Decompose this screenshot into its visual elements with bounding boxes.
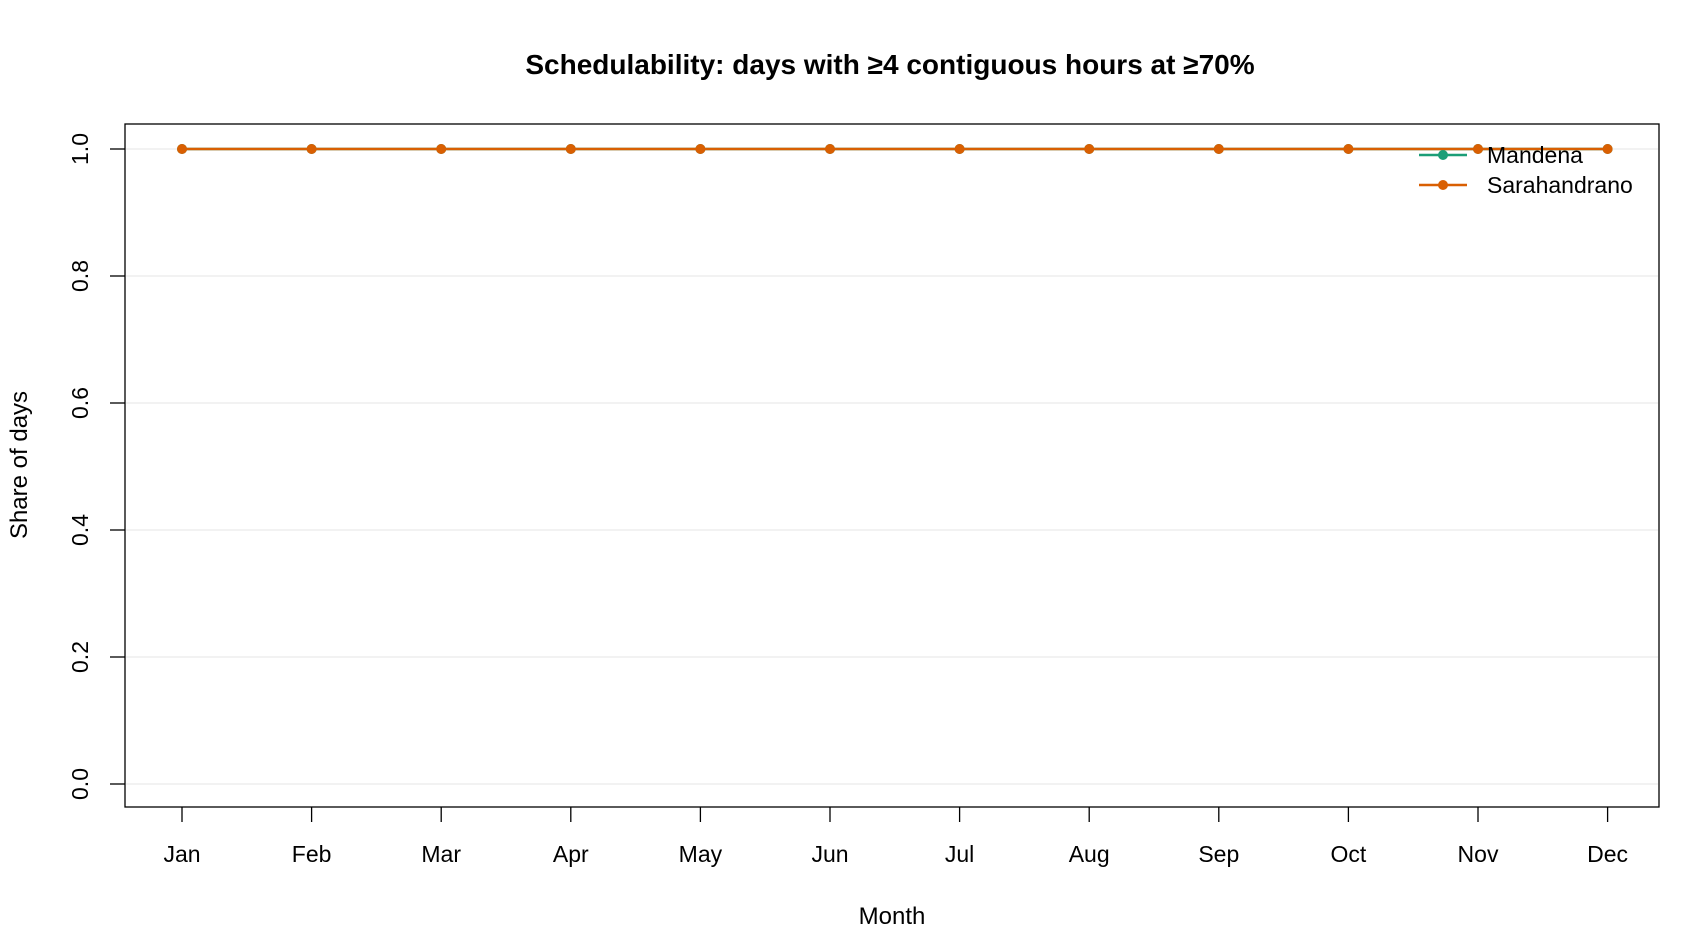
data-point	[954, 144, 965, 154]
x-tick-label: Feb	[292, 841, 332, 867]
y-tick-label: 0.8	[67, 260, 93, 292]
y-tick-label: 1.0	[67, 133, 93, 165]
y-axis: 0.0 0.2 0.4 0.6 0.8 1.0	[67, 133, 125, 800]
legend-swatch-point	[1438, 180, 1448, 190]
data-point	[1343, 144, 1354, 154]
x-tick-label: Mar	[421, 841, 461, 867]
grid-lines	[126, 148, 1658, 785]
legend: Mandena Sarahandrano	[1419, 142, 1633, 198]
data-point	[825, 144, 835, 154]
y-tick-label: 0.2	[67, 641, 93, 673]
legend-label: Sarahandrano	[1487, 172, 1633, 198]
data-point	[565, 144, 576, 154]
x-tick-label: Jan	[163, 841, 200, 867]
chart-title: Schedulability: days with ≥4 contiguous …	[525, 49, 1254, 80]
x-axis: Jan Feb Mar Apr May Jun Jul Aug Sep Oct Nov Dec	[163, 807, 1628, 867]
series-group	[177, 144, 1613, 154]
data-point	[436, 144, 447, 154]
x-tick-label: Apr	[553, 841, 589, 867]
data-point	[1602, 144, 1613, 154]
legend-label: Mandena	[1487, 142, 1583, 168]
plot-frame	[124, 123, 1660, 808]
x-axis-label: Month	[859, 903, 926, 930]
x-tick-label: Dec	[1587, 841, 1628, 867]
x-tick-label: Sep	[1198, 841, 1239, 867]
y-tick-label: 0.4	[67, 514, 93, 546]
y-tick-label: 0.0	[67, 768, 93, 800]
data-point	[1084, 144, 1095, 154]
y-axis-label: Share of days	[6, 391, 33, 539]
data-point	[695, 144, 706, 154]
y-tick-label: 0.6	[67, 387, 93, 419]
x-tick-label: Jul	[945, 841, 974, 867]
x-tick-label: Oct	[1331, 841, 1367, 867]
x-tick-label: May	[679, 841, 723, 867]
data-point	[1213, 144, 1224, 154]
data-point	[306, 144, 317, 154]
data-point	[177, 144, 187, 154]
x-tick-label: Nov	[1458, 841, 1499, 867]
x-tick-label: Aug	[1069, 841, 1110, 867]
legend-swatch-point	[1438, 150, 1448, 160]
x-tick-label: Jun	[811, 841, 848, 867]
data-point	[1473, 144, 1483, 154]
